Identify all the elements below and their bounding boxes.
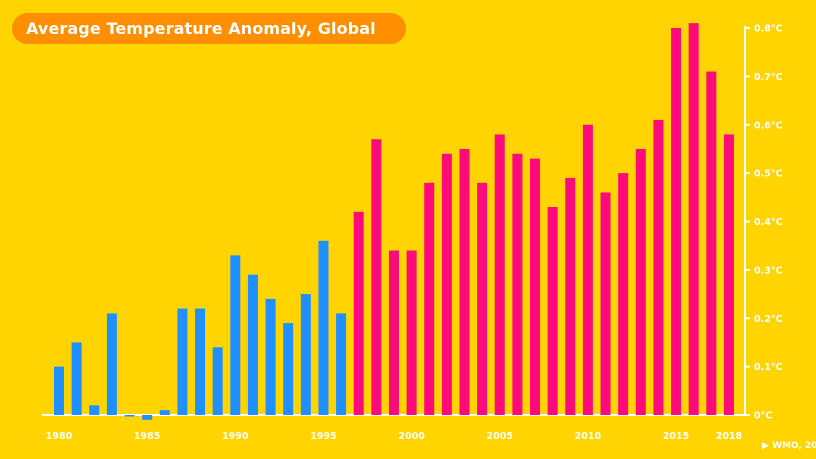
bar-2009: [565, 177, 576, 415]
source-text: WMO, 2018: [772, 441, 816, 451]
bar-1988: [195, 308, 206, 415]
bar-1990: [230, 255, 241, 415]
x-tick-label: 2015: [663, 431, 689, 442]
y-tick-label: 0.4°C: [754, 217, 783, 228]
bar-1996: [336, 313, 347, 415]
bar-2015: [671, 28, 682, 415]
chart-title: Average Temperature Anomaly, Global: [26, 19, 376, 38]
bar-2013: [635, 148, 646, 415]
bar-2005: [494, 134, 505, 416]
bar-2002: [441, 153, 452, 415]
bar-1992: [265, 298, 276, 415]
bar-1989: [212, 347, 223, 415]
bar-2008: [547, 206, 558, 415]
x-tick-label: 2005: [487, 431, 513, 442]
y-tick-label: 0.6°C: [754, 120, 783, 131]
bar-1986: [159, 410, 170, 415]
bar-2016: [688, 23, 699, 415]
x-tick-label: 2000: [398, 431, 425, 442]
bar-1985: [142, 415, 153, 420]
x-tick-label: 1995: [310, 431, 336, 442]
bar-2012: [618, 173, 629, 415]
x-tick-label: 1980: [46, 431, 73, 442]
y-tick-label: 0.7°C: [754, 72, 783, 83]
source-marker-icon: ▶: [762, 441, 769, 451]
y-tick-label: 0.1°C: [754, 362, 783, 373]
y-tick-label: 0.3°C: [754, 265, 783, 276]
x-tick-label: 1985: [134, 431, 160, 442]
bar-2018: [723, 134, 734, 416]
bar-1984: [124, 415, 135, 417]
bar-2001: [424, 182, 435, 415]
bar-1993: [283, 323, 294, 415]
x-tick-label: 2010: [575, 431, 602, 442]
bar-1982: [89, 405, 100, 415]
bar-2014: [653, 119, 664, 415]
bar-1981: [71, 342, 82, 415]
bar-1980: [54, 366, 64, 415]
bar-2010: [582, 124, 593, 415]
y-tick-label: 0.5°C: [754, 169, 783, 180]
bar-1991: [247, 274, 258, 415]
bar-2007: [530, 158, 541, 416]
bar-1995: [318, 240, 329, 415]
bar-1999: [388, 250, 399, 415]
bar-1997: [353, 211, 364, 415]
y-tick-label: 0°C: [754, 411, 772, 422]
bar-2011: [600, 192, 611, 415]
bar-2006: [512, 153, 523, 415]
x-tick-label: 1990: [222, 431, 249, 442]
bar-2004: [477, 182, 488, 415]
bar-1983: [106, 313, 117, 415]
bar-2017: [706, 71, 717, 415]
source-note: ▶ WMO, 2018: [762, 441, 816, 451]
bar-2003: [459, 148, 470, 415]
bar-1987: [177, 308, 188, 415]
x-tick-label: 2018: [716, 431, 743, 442]
bar-1994: [300, 294, 311, 415]
bar-2000: [406, 250, 417, 415]
bar-1998: [371, 139, 382, 415]
y-tick-label: 0.2°C: [754, 314, 783, 325]
y-tick-label: 0.8°C: [754, 24, 783, 35]
chart-title-pill: Average Temperature Anomaly, Global: [12, 13, 406, 44]
